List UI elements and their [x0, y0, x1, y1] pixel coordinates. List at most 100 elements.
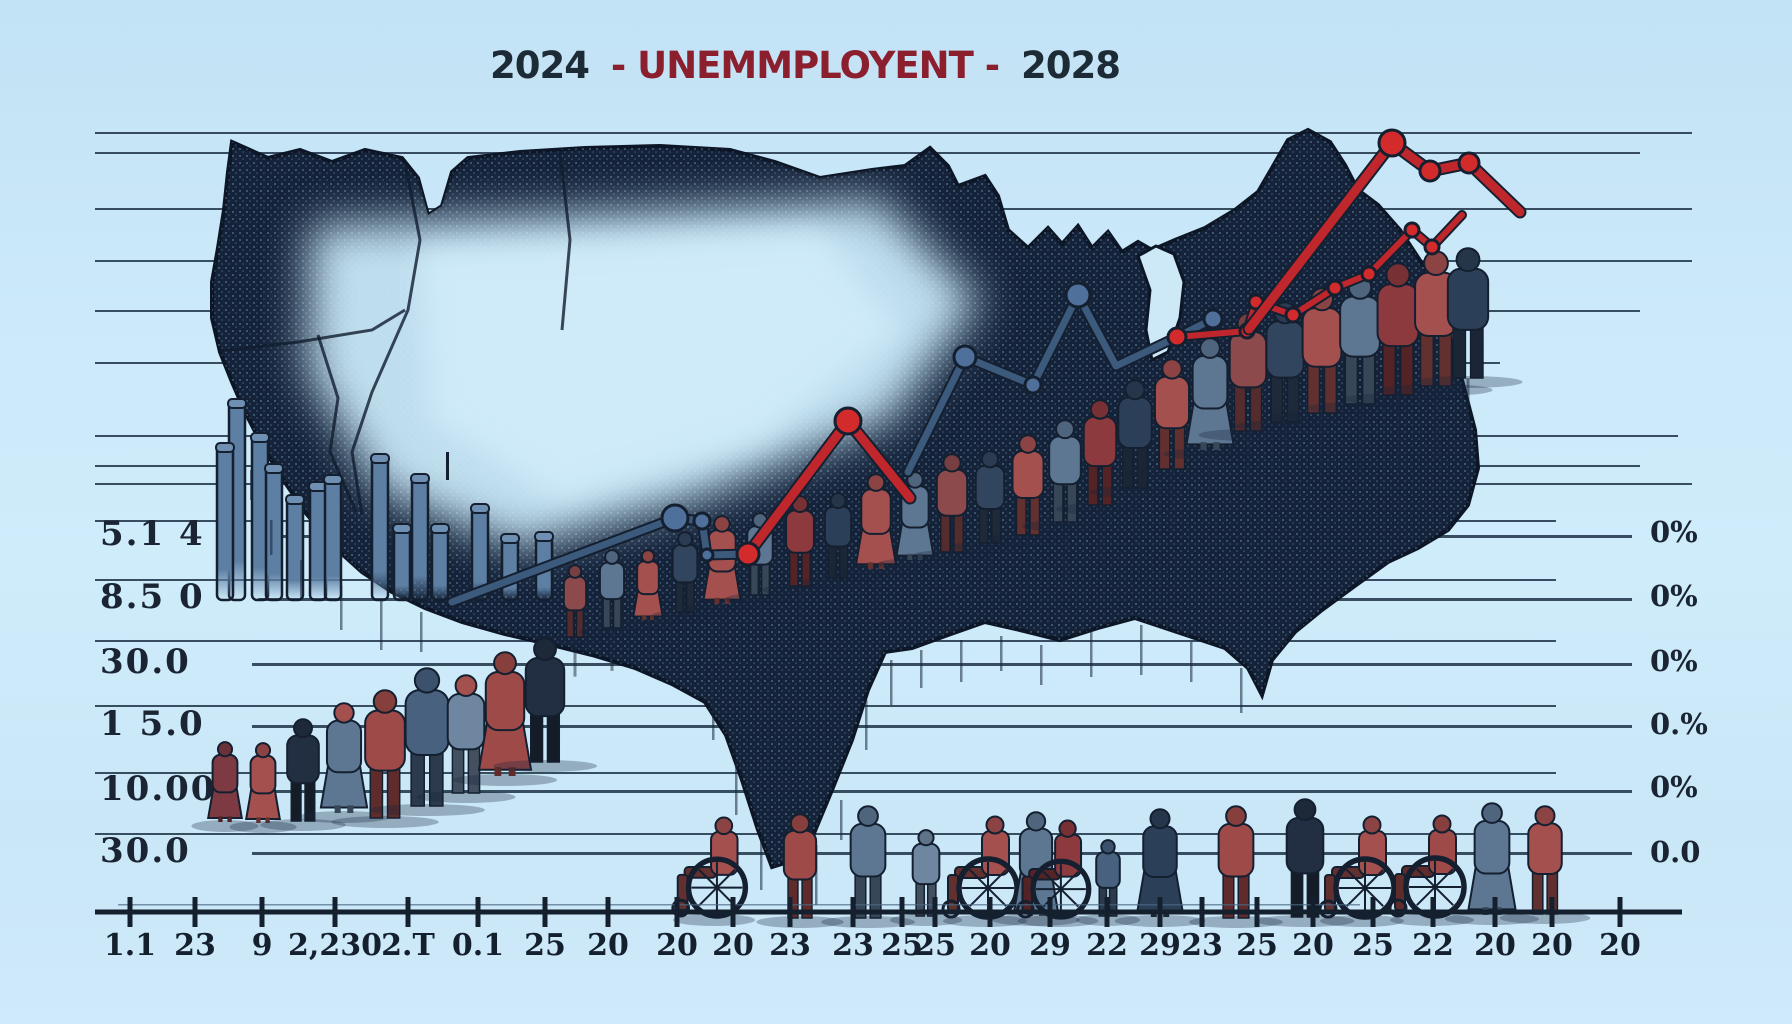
figure-shadow: [820, 916, 916, 928]
head: [1018, 434, 1038, 454]
figure-shadow: [1499, 912, 1591, 924]
ink-drip: [1190, 642, 1193, 682]
ink-drip: [840, 800, 843, 840]
diagonal-crowd: [544, 247, 1523, 677]
x-tick-label: 23: [769, 928, 811, 963]
state-border-line: [316, 334, 358, 513]
gridline: [252, 663, 1632, 666]
torso: [598, 561, 626, 601]
skyline-bar: [430, 526, 450, 602]
axis-tick: [1104, 897, 1110, 927]
figure-shadow: [685, 602, 759, 614]
x-tick-label: 23: [174, 928, 216, 963]
blue-segment-center-marker: [1023, 375, 1043, 395]
head: [533, 637, 557, 662]
wheel-spoke: [969, 869, 1007, 907]
torso: [1285, 816, 1325, 875]
figure-drip: [950, 552, 954, 606]
skyline-bar: [215, 445, 235, 602]
torso: [1358, 830, 1387, 876]
leg: [227, 816, 232, 822]
torso: [935, 468, 969, 517]
x-tick-label: 25: [1352, 928, 1394, 963]
figure-drip: [610, 628, 614, 671]
torso: [911, 842, 941, 886]
y-right-label: 0%: [1650, 579, 1698, 613]
x-tick-label: 20: [1531, 928, 1573, 963]
figure-drip: [836, 578, 840, 625]
ink-drip: [865, 700, 868, 750]
torso: [782, 829, 818, 881]
leg: [508, 767, 516, 776]
torso: [1191, 354, 1229, 410]
axis-tick: [1157, 897, 1163, 927]
ink-drip: [815, 845, 818, 905]
figure-drip: [1063, 522, 1067, 579]
person-figure: [1444, 802, 1540, 925]
state-border-line: [350, 161, 422, 516]
leg: [714, 597, 720, 604]
x-tick-label: 20: [1474, 928, 1516, 963]
leg: [334, 805, 341, 813]
torso: [710, 830, 739, 876]
axis-tick: [987, 897, 993, 927]
torso: [1011, 450, 1045, 499]
torso: [981, 830, 1010, 876]
person-figure: [1413, 247, 1523, 388]
figure-shadow: [1125, 467, 1219, 479]
head: [372, 689, 398, 714]
ink-drips: [250, 470, 1243, 905]
figure-shadow: [331, 816, 439, 828]
torso: [1473, 819, 1511, 875]
blue-segment-center-marker: [1202, 308, 1224, 330]
x-tick-label: 29: [1139, 928, 1181, 963]
ink-drip: [380, 600, 383, 650]
person-figure: [986, 434, 1070, 545]
axis-tick: [787, 897, 793, 927]
person-figure: [1076, 839, 1140, 926]
x-tick-label: 20: [712, 928, 754, 963]
person-figure: [191, 741, 259, 832]
figure-shadow: [725, 593, 795, 605]
person-figure: [802, 492, 874, 588]
head: [985, 815, 1005, 835]
head: [1293, 798, 1317, 822]
leg: [650, 615, 654, 620]
person-figure: [1125, 358, 1219, 479]
person-figure: [1306, 275, 1414, 414]
head: [1432, 814, 1452, 834]
axis-tick: [1430, 897, 1436, 927]
head: [980, 450, 1000, 469]
front-wheel: [1388, 898, 1408, 918]
person-figure: [492, 637, 598, 772]
x-tick-label: 20: [1292, 928, 1334, 963]
figure-drip: [683, 612, 687, 656]
red-zigzag-northeast-marker: [1403, 221, 1421, 239]
wheel-spoke: [1346, 869, 1384, 907]
head: [829, 492, 847, 510]
head: [413, 667, 441, 694]
head: [640, 549, 656, 564]
foreground-people: [191, 637, 1591, 928]
ink-drip: [300, 560, 303, 600]
person-figure: [910, 453, 994, 562]
figure-shadow: [1022, 520, 1108, 532]
person-figure: [820, 805, 916, 928]
ink-drip: [340, 585, 343, 630]
leg: [917, 553, 923, 560]
red-zigzag-northeast-marker: [1166, 326, 1188, 348]
figure-drip: [1396, 395, 1400, 468]
x-tick-label: 25: [914, 928, 956, 963]
axis-tick: [332, 897, 338, 927]
title-year-right: 2028: [1020, 44, 1121, 87]
axis-tick: [1370, 897, 1376, 927]
person-figure: [331, 689, 439, 828]
x-tick-label: 2.T: [381, 928, 435, 963]
head: [1385, 262, 1411, 288]
blue-segment-west-marker: [660, 503, 690, 533]
skyline-bars: [215, 398, 554, 602]
axis-tick: [127, 897, 133, 927]
skyline-bar-cap: [534, 531, 554, 542]
torso: [849, 822, 887, 878]
